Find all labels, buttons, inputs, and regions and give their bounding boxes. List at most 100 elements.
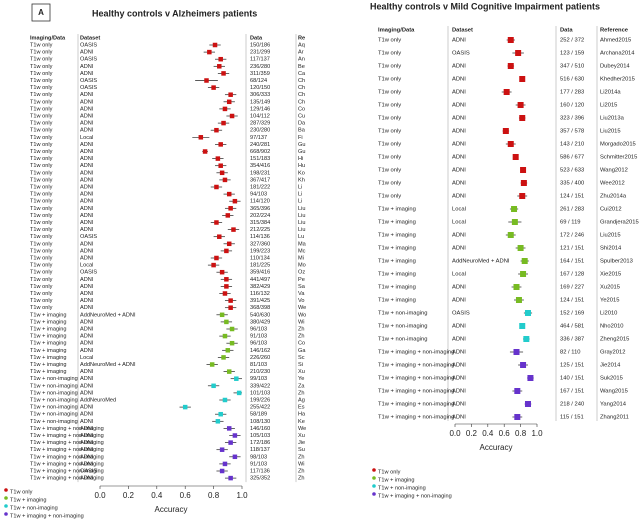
row-data: 140 / 151	[560, 376, 584, 382]
row-dataset: ADNI	[80, 184, 94, 190]
legend-label: T1w + non-imaging	[378, 485, 426, 491]
row-dataset: ADNI	[452, 298, 466, 304]
row-dataset: ADNI	[80, 163, 94, 169]
row-imaging: T1w + imaging	[378, 285, 416, 291]
row-data: 226/260	[250, 355, 270, 361]
row-dataset: Local	[452, 220, 466, 226]
row-imaging: T1w + imaging	[378, 233, 416, 239]
row-data: 287/329	[250, 121, 270, 127]
estimate-square	[219, 468, 225, 474]
row-reference: Pe	[298, 277, 305, 283]
row-reference: Hu	[298, 163, 305, 169]
panel-label-box	[31, 3, 51, 22]
row-imaging: T1w only	[30, 156, 53, 162]
estimate-square	[226, 241, 232, 247]
row-reference: Za	[298, 383, 305, 389]
row-reference: Es	[298, 405, 305, 411]
x-tick-label: 0.8	[208, 491, 220, 500]
row-data: 108/130	[250, 419, 270, 425]
row-imaging: T1w + imaging	[378, 207, 416, 213]
estimate-square	[520, 362, 527, 368]
row-data: 164 / 151	[560, 259, 584, 265]
row-imaging: T1w + imaging + non-imaging	[30, 476, 104, 482]
legend-label: T1w + imaging + non-imaging	[378, 493, 452, 499]
row-imaging: T1w + non-imaging	[30, 405, 78, 411]
row-imaging: T1w only	[378, 64, 401, 70]
row-dataset: ADNI	[452, 194, 466, 200]
estimate-square	[228, 305, 233, 310]
estimate-square	[524, 310, 531, 316]
row-dataset: ADNI	[452, 77, 466, 83]
row-data: 240/281	[250, 142, 270, 148]
row-dataset: OASIS	[80, 234, 97, 240]
row-reference: Wee2012	[600, 181, 625, 187]
estimate-square	[512, 154, 519, 160]
estimate-square	[211, 85, 216, 90]
estimate-square	[502, 128, 509, 134]
row-imaging: T1w only	[378, 38, 401, 44]
row-reference: Gu	[298, 149, 305, 155]
row-imaging: T1w only	[378, 142, 401, 148]
row-data: 117/136	[250, 468, 270, 474]
row-data: 516 / 630	[560, 77, 584, 83]
row-imaging: T1w only	[30, 170, 53, 176]
x-axis-label: Accuracy	[480, 443, 513, 452]
row-data: 172 / 246	[560, 233, 584, 239]
estimate-square	[226, 369, 232, 374]
row-imaging: T1w only	[30, 142, 53, 148]
estimate-square	[204, 78, 209, 83]
column-header: Imaging/Data	[30, 35, 66, 41]
row-imaging: T1w only	[30, 284, 53, 290]
row-reference: Khedher2015	[600, 77, 635, 83]
row-reference: Li2014a	[600, 90, 621, 96]
row-imaging: T1w only	[30, 106, 53, 112]
estimate-square	[523, 336, 530, 342]
row-reference: Jie2014	[600, 363, 621, 369]
row-dataset: ADNI	[80, 248, 94, 254]
estimate-square	[519, 76, 526, 82]
row-dataset: OASIS	[452, 311, 470, 317]
estimate-square	[215, 156, 221, 161]
legend-marker	[372, 476, 376, 480]
legend-label: T1w + imaging	[10, 497, 47, 503]
estimate-square	[224, 319, 229, 325]
panel-label: A	[38, 8, 44, 17]
row-reference: Ahmed2015	[600, 38, 631, 44]
row-dataset: ADNI	[80, 213, 94, 219]
row-data: 315/384	[250, 220, 270, 226]
estimate-square	[515, 50, 522, 56]
row-reference: Ye2015	[600, 298, 619, 304]
estimate-square	[219, 447, 225, 452]
estimate-square	[513, 349, 520, 355]
estimate-square	[520, 167, 527, 173]
row-imaging: T1w only	[378, 103, 401, 109]
row-reference: Schmitter2015	[600, 155, 637, 161]
x-tick-label: 0.4	[482, 429, 494, 438]
row-imaging: T1w + imaging	[378, 272, 416, 278]
estimate-square	[222, 106, 228, 112]
estimate-square	[224, 284, 229, 289]
row-reference: Zh	[298, 476, 305, 482]
row-imaging: T1w only	[30, 298, 53, 304]
row-data: 116/132	[250, 291, 270, 297]
estimate-square	[222, 177, 228, 183]
row-data: 335 / 400	[560, 181, 584, 187]
row-reference: Zheng2015	[600, 337, 629, 343]
row-imaging: T1w only	[378, 51, 401, 57]
row-reference: Li	[298, 192, 302, 198]
legend-label: T1w + imaging	[378, 477, 415, 483]
x-tick-label: 0.6	[499, 429, 511, 438]
row-reference: Mc	[298, 248, 306, 254]
row-data: 306/333	[250, 92, 270, 98]
row-dataset: ADNI	[452, 324, 466, 330]
row-dataset: ADNI	[80, 192, 94, 198]
row-reference: Zh	[298, 326, 305, 332]
row-reference: Vo	[298, 298, 305, 304]
row-reference: Wang2012	[600, 168, 628, 174]
row-imaging: T1w only	[30, 184, 53, 190]
estimate-square	[221, 120, 226, 126]
row-imaging: T1w only	[30, 121, 53, 127]
row-dataset: ADNI	[452, 389, 466, 395]
row-dataset: Local	[80, 135, 93, 141]
